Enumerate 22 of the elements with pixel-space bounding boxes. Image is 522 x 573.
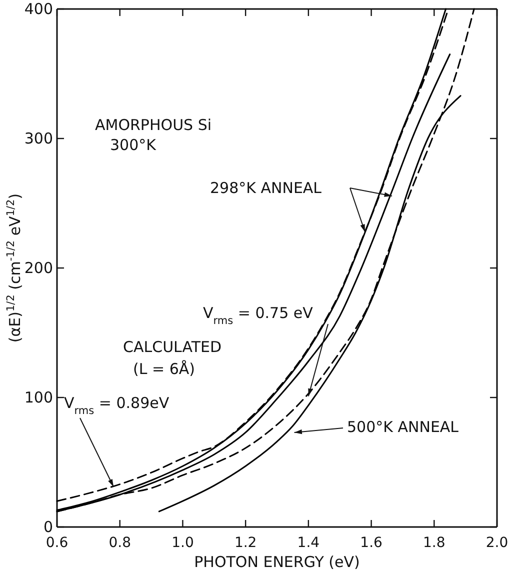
x-axis-title: PHOTON ENERGY (eV) xyxy=(194,553,360,571)
annotation: 500°K ANNEAL xyxy=(347,418,460,436)
x-tick-label: 1.0 xyxy=(172,534,194,551)
x-tick-label: 1.4 xyxy=(297,534,320,551)
annotation: V$_{rms}$ = 0.75 eV xyxy=(203,304,314,327)
y-tick-label: 400 xyxy=(24,0,53,18)
x-tick-label: 0.6 xyxy=(46,534,68,551)
x-tick-label: 0.8 xyxy=(108,534,131,551)
annotation: V$_{rms}$ = 0.89eV xyxy=(64,394,170,417)
annotation: (L = 6Å) xyxy=(133,360,195,378)
x-tick-label: 1.8 xyxy=(423,534,446,551)
y-tick-label: 300 xyxy=(24,129,53,148)
annotation: 298°K ANNEAL xyxy=(210,179,322,197)
y-tick-label: 0 xyxy=(43,518,53,536)
y-tick-label: 100 xyxy=(24,388,53,406)
x-tick-label: 1.2 xyxy=(234,534,257,551)
x-tick-label: 2.0 xyxy=(486,534,508,551)
annotation: CALCULATED xyxy=(123,338,222,356)
x-tick-label: 1.6 xyxy=(360,534,383,551)
y-tick-label: 200 xyxy=(24,258,53,277)
annotation: 300°K xyxy=(110,136,158,154)
annotation: AMORPHOUS Si xyxy=(95,116,212,134)
